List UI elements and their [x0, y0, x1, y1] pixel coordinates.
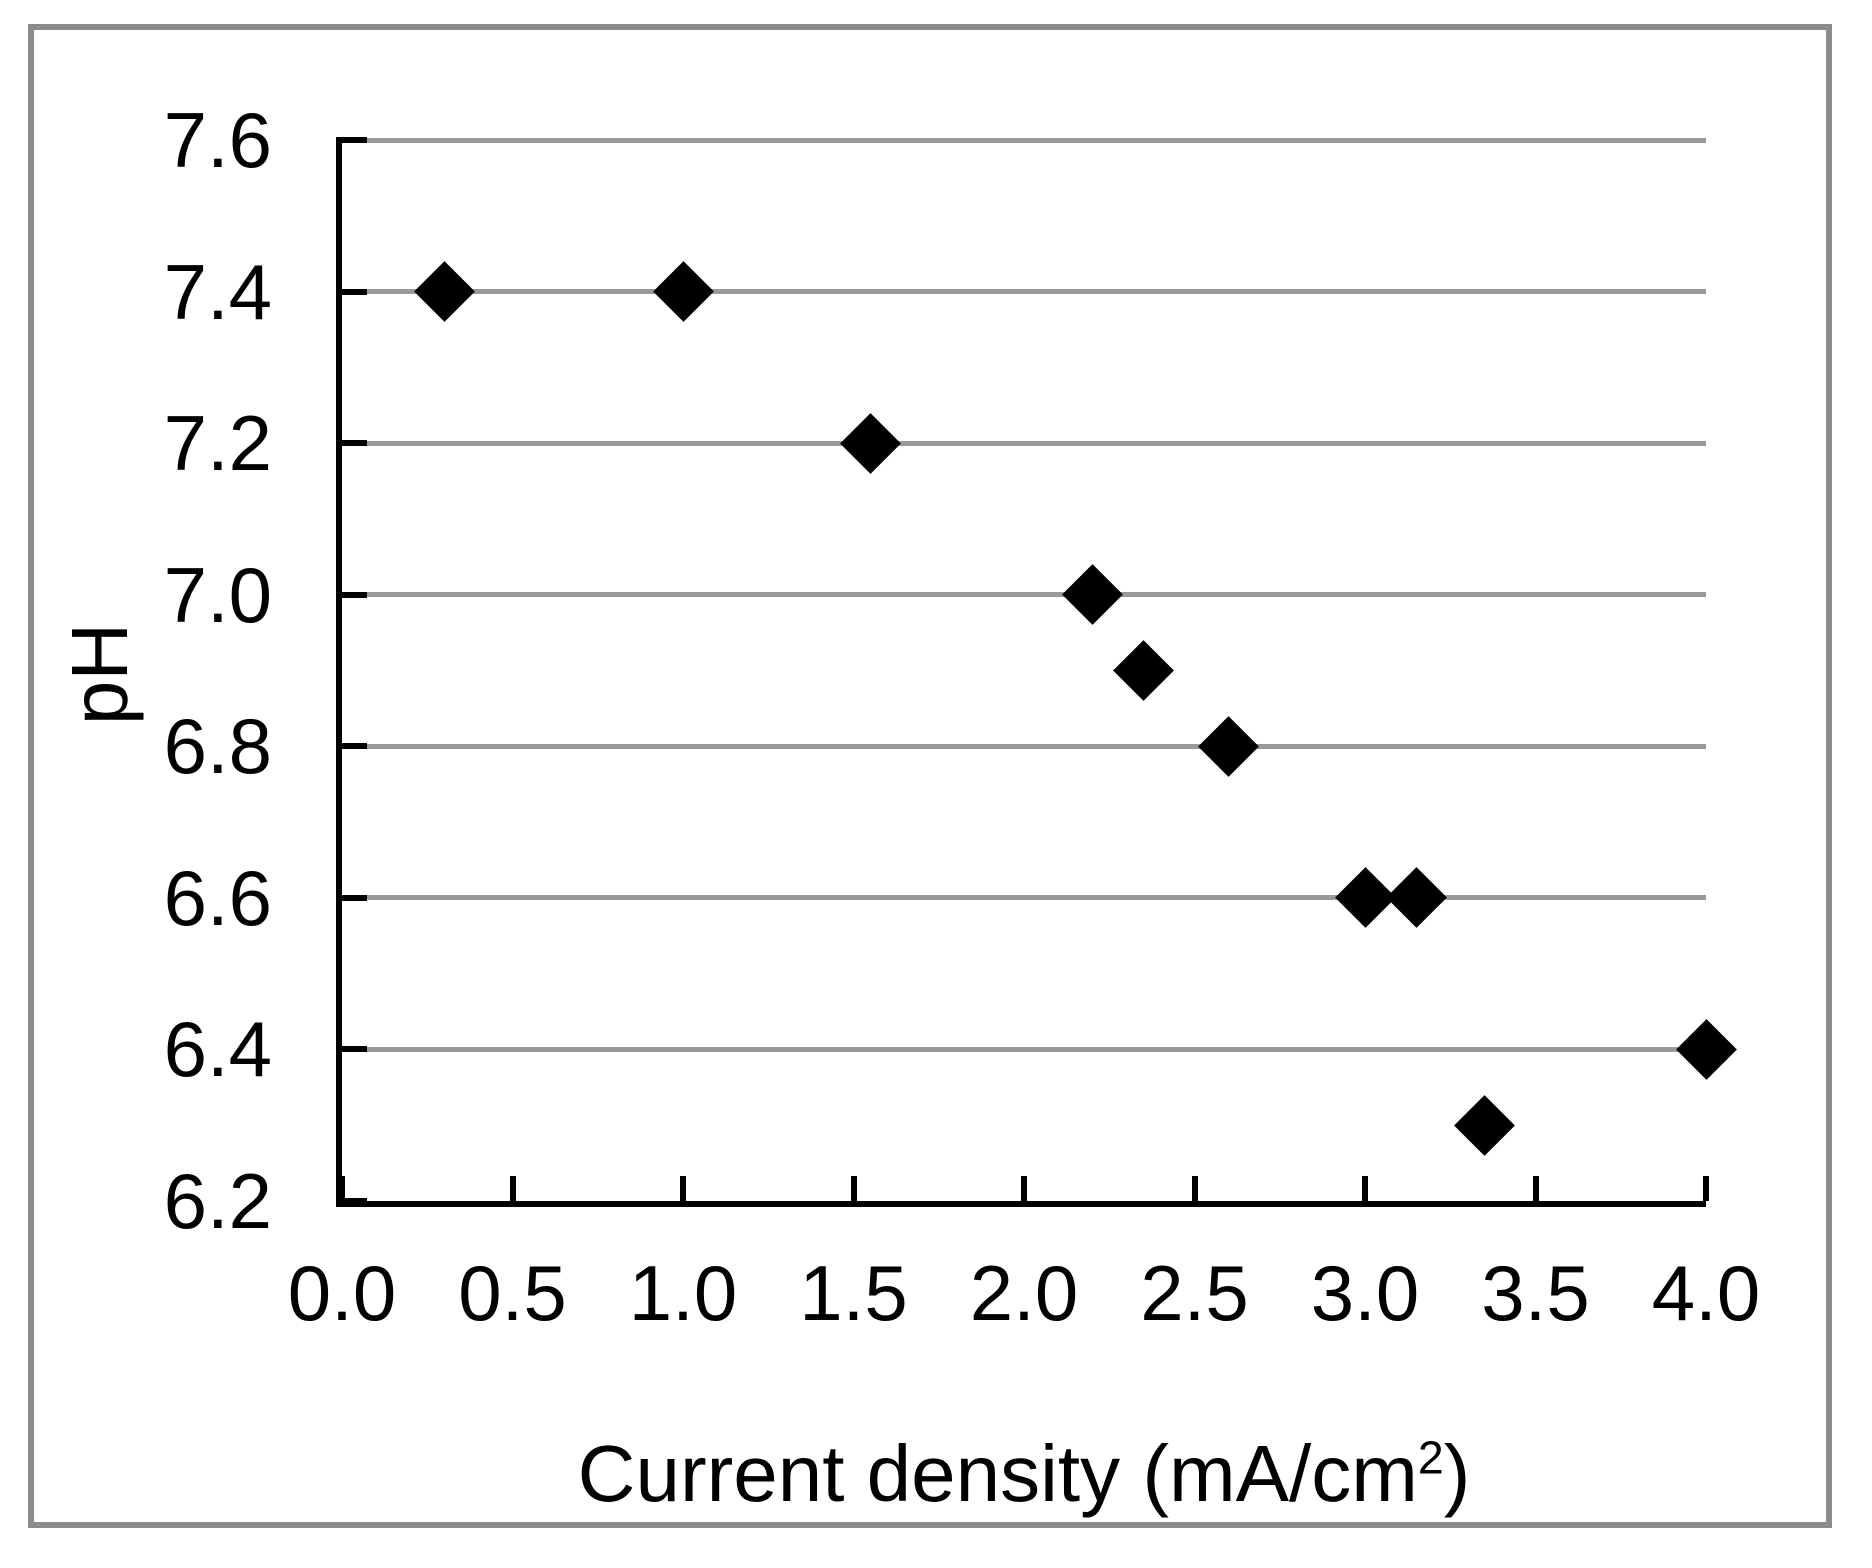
y-tick-label: 7.4	[163, 247, 272, 336]
y-tick-mark	[336, 894, 367, 901]
y-tick-label: 6.6	[163, 853, 272, 942]
x-tick-mark	[1191, 1176, 1198, 1201]
x-tick-mark	[1362, 1176, 1368, 1201]
x-axis-title-superscript: 2	[1417, 1431, 1444, 1484]
x-axis-title: Current density (mA/cm2)	[342, 1428, 1706, 1520]
y-tick-label: 7.2	[163, 399, 272, 488]
x-tick-label: 0.5	[458, 1249, 567, 1337]
x-tick-label: 2.0	[969, 1249, 1079, 1337]
x-tick-mark	[1703, 1176, 1709, 1201]
x-tick-label: 3.0	[1310, 1249, 1420, 1337]
gridline	[342, 895, 1706, 901]
x-tick-mark	[680, 1176, 686, 1201]
plot-area	[336, 140, 1706, 1207]
y-tick-mark	[336, 440, 367, 447]
y-tick-label: 6.8	[163, 702, 272, 791]
gridline	[342, 440, 1706, 446]
x-tick-mark	[509, 1176, 516, 1201]
x-tick-mark	[850, 1176, 857, 1201]
gridline	[342, 1046, 1706, 1052]
y-tick-mark	[336, 288, 367, 295]
y-tick-mark	[336, 591, 367, 598]
x-tick-mark	[1021, 1176, 1027, 1201]
y-tick-label: 6.2	[163, 1157, 272, 1245]
gridline	[342, 137, 1706, 143]
x-tick-label: 4.0	[1651, 1249, 1761, 1337]
y-tick-mark	[336, 1198, 367, 1204]
x-tick-label: 0.0	[287, 1249, 397, 1337]
gridline	[342, 592, 1706, 598]
gridline	[342, 289, 1706, 295]
x-tick-label: 1.5	[799, 1249, 908, 1337]
chart-border	[28, 24, 1832, 1528]
x-axis-title-close-paren: )	[1443, 1429, 1471, 1518]
x-tick-label: 1.0	[628, 1249, 738, 1337]
x-tick-mark	[1532, 1176, 1539, 1201]
y-axis-title: pH	[55, 622, 144, 726]
gridline	[342, 743, 1706, 749]
y-tick-mark	[336, 1046, 367, 1053]
x-axis-title-text: Current density (mA/cm	[577, 1429, 1418, 1518]
y-tick-label: 6.4	[163, 1005, 272, 1094]
y-tick-mark	[336, 743, 367, 750]
y-tick-label: 7.6	[163, 96, 272, 184]
x-tick-label: 3.5	[1481, 1249, 1590, 1337]
x-tick-label: 2.5	[1140, 1249, 1249, 1337]
x-tick-mark	[339, 1176, 345, 1201]
y-tick-label: 7.0	[163, 550, 272, 639]
y-tick-mark	[336, 137, 367, 143]
